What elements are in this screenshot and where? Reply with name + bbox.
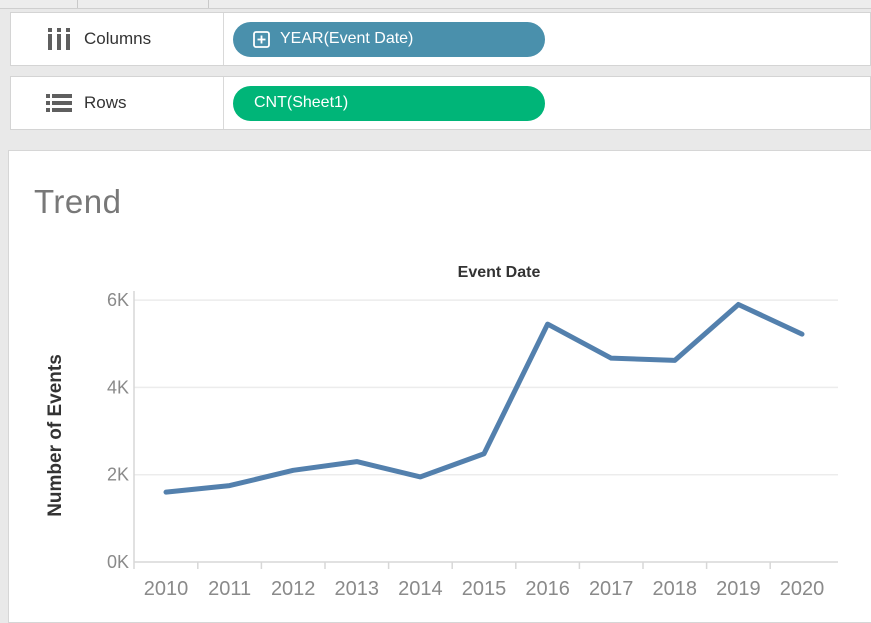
rows-icon [46, 94, 72, 112]
y-tick-label: 2K [107, 465, 129, 485]
columns-icon [48, 28, 70, 50]
rows-shelf[interactable]: Rows CNT(Sheet1) [10, 76, 871, 130]
x-tick-label[interactable]: 2017 [589, 578, 634, 600]
y-tick-label: 6K [107, 290, 129, 310]
pill-label: CNT(Sheet1) [254, 94, 349, 111]
columns-shelf[interactable]: Columns YEAR(Event Date) [10, 12, 871, 66]
columns-shelf-label: Columns [84, 29, 152, 48]
worksheet-panel: Trend 0K 2K 4K 6K 2010 2011 2012 2013 2014 2015 20… [8, 150, 871, 623]
pill-cnt-sheet1[interactable]: CNT(Sheet1) [233, 85, 545, 121]
trend-line-mark[interactable] [163, 301, 805, 495]
x-tick-label[interactable]: 2016 [525, 578, 570, 600]
rows-shelf-label: Rows [84, 93, 127, 112]
x-axis-title[interactable]: Event Date [458, 264, 541, 281]
y-tick-label: 0K [107, 552, 129, 572]
top-shelf-strip [0, 0, 871, 9]
pill-year-event-date[interactable]: YEAR(Event Date) [233, 21, 545, 57]
x-tick-label[interactable]: 2010 [144, 578, 189, 600]
x-tick-label[interactable]: 2019 [716, 578, 761, 600]
x-tick-label[interactable]: 2012 [271, 578, 316, 600]
y-axis-title[interactable]: Number of Events [45, 354, 66, 517]
x-tick-label[interactable]: 2018 [653, 578, 698, 600]
sheet-title: Trend [34, 183, 122, 220]
y-tick-label: 4K [107, 377, 129, 397]
expand-plus-icon[interactable] [253, 30, 270, 48]
x-tick-label[interactable]: 2020 [780, 578, 825, 600]
rows-shelf-header: Rows [11, 77, 224, 129]
shelf-strip-divider [77, 0, 78, 8]
x-tick-label[interactable]: 2011 [208, 578, 251, 600]
columns-shelf-header: Columns [11, 13, 224, 65]
shelf-strip-divider [208, 0, 209, 8]
x-tick-label[interactable]: 2014 [398, 578, 443, 600]
x-tick-label[interactable]: 2015 [462, 578, 507, 600]
pill-label: YEAR(Event Date) [280, 30, 414, 47]
trend-line-chart[interactable]: 0K 2K 4K 6K 2010 2011 2012 2013 2014 2015 2016 2017… [9, 151, 871, 622]
x-tick-label[interactable]: 2013 [335, 578, 380, 600]
